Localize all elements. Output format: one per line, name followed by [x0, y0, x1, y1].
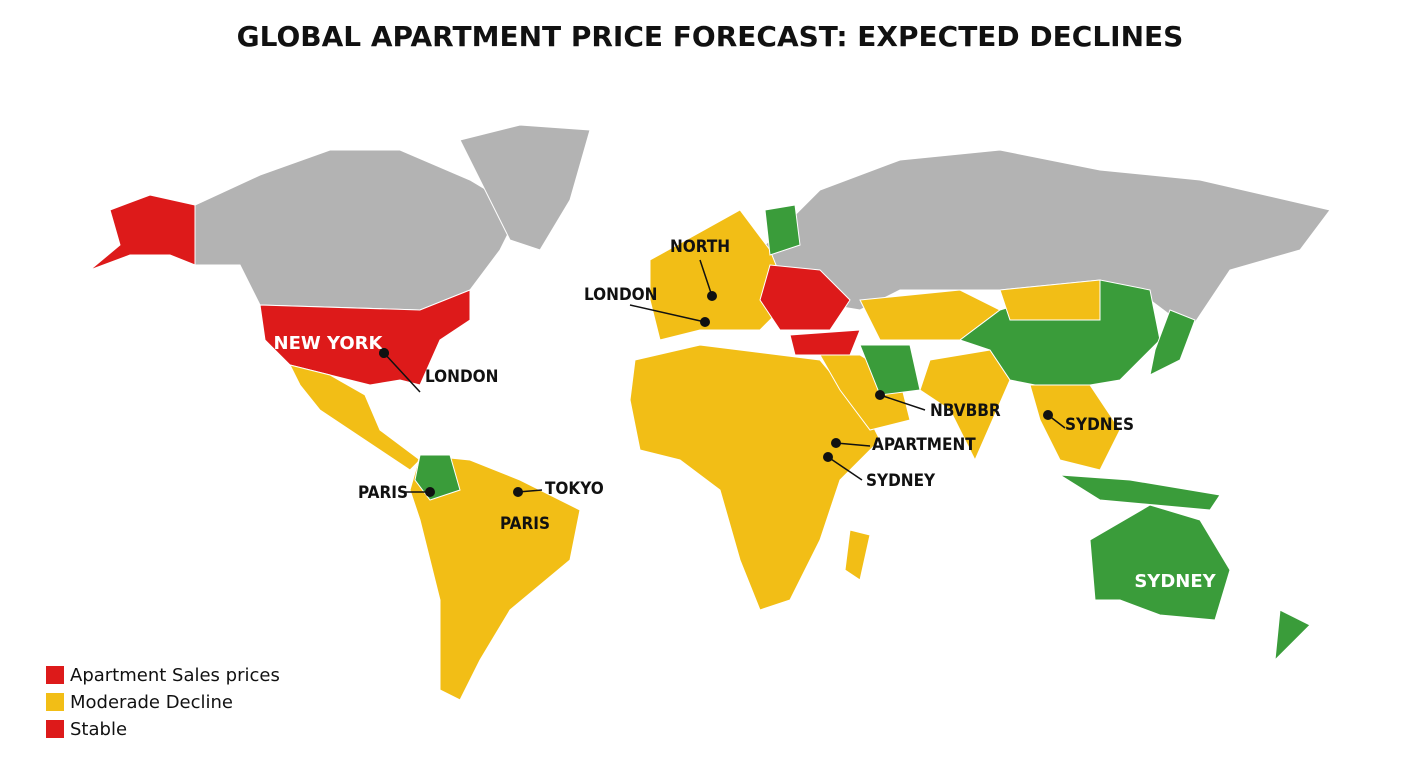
legend-swatch	[46, 720, 64, 738]
legend: Apartment Sales prices Moderade Decline St…	[46, 665, 280, 740]
city-labels: NORTH LONDON NEW YORK LONDON NBVBBR SYDNES APA…	[274, 237, 1217, 592]
city-pin	[831, 438, 841, 448]
city-label: SYDNES	[1065, 415, 1134, 435]
map-title: GLOBAL APARTMENT PRICE FORECAST: EXPECTE…	[237, 20, 1184, 53]
legend-swatch	[46, 693, 64, 711]
leader-line	[383, 352, 421, 393]
city-pin	[823, 452, 833, 462]
city-label: PARIS	[500, 514, 550, 534]
leader-line	[629, 304, 706, 323]
legend-label: Moderade Decline	[70, 692, 233, 713]
city-pin	[379, 348, 389, 358]
city-label: APARTMENT	[872, 435, 976, 455]
city-pin	[425, 487, 435, 497]
city-label: SYDNEY	[866, 471, 936, 491]
city-pin	[513, 487, 523, 497]
city-label: NORTH	[670, 237, 730, 257]
city-pin	[700, 317, 710, 327]
leader-line	[827, 456, 863, 481]
legend-swatch	[46, 666, 64, 684]
city-label: LONDON	[425, 367, 498, 387]
legend-label: Apartment Sales prices	[70, 665, 280, 686]
leader-line	[699, 259, 713, 297]
city-pin	[707, 291, 717, 301]
city-label: LONDON	[584, 285, 657, 305]
city-label: NEW YORK	[274, 333, 384, 354]
city-pin	[1043, 410, 1053, 420]
city-label: PARIS	[358, 483, 408, 503]
land	[89, 124, 1331, 701]
leader-line	[835, 442, 871, 447]
leader-line	[879, 394, 926, 411]
city-label: NBVBBR	[930, 401, 1001, 421]
legend-label: Stable	[70, 719, 127, 740]
city-label: SYDNEY	[1134, 571, 1216, 592]
city-pin	[875, 390, 885, 400]
city-label: TOKYO	[545, 479, 604, 499]
